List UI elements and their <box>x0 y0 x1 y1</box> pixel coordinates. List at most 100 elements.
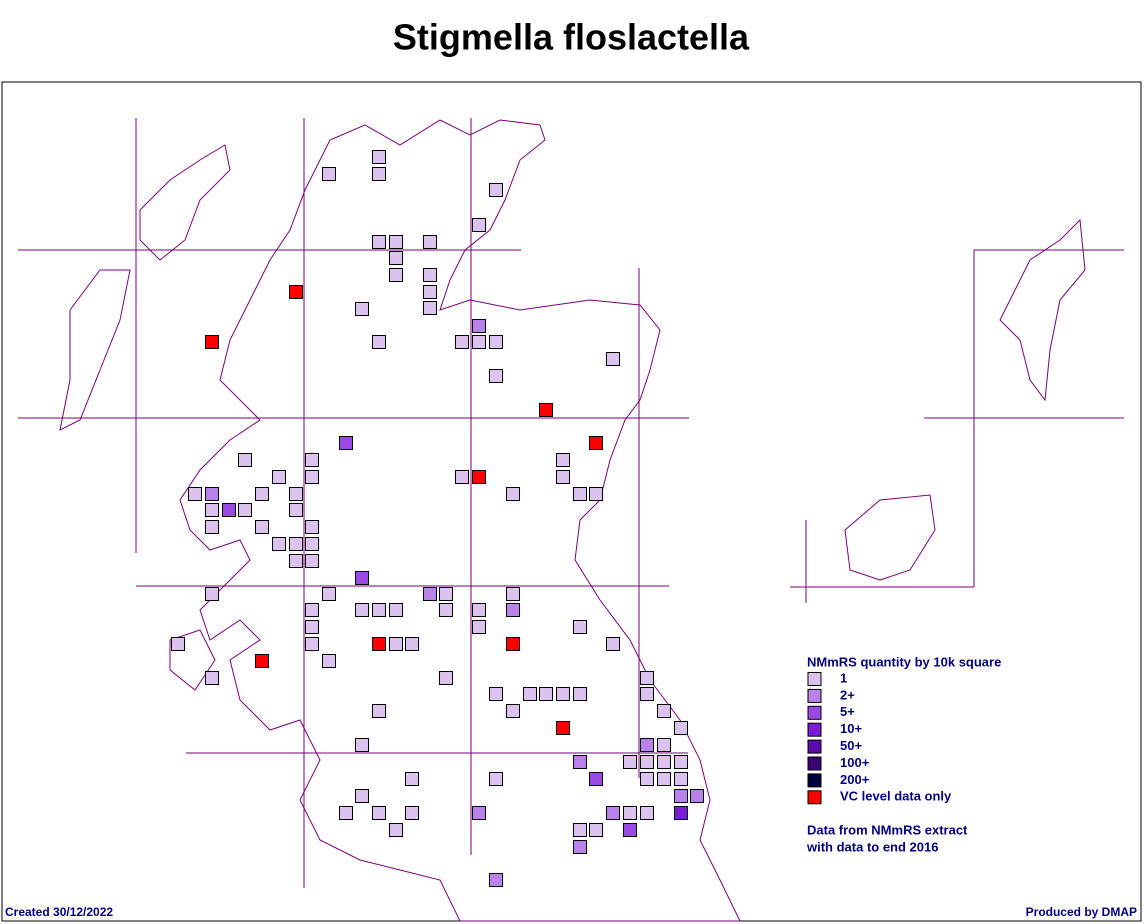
record-square <box>188 487 202 501</box>
record-square <box>405 806 419 820</box>
record-square <box>205 671 219 685</box>
record-square <box>606 806 620 820</box>
record-square <box>657 704 671 718</box>
record-square <box>339 806 353 820</box>
record-square <box>640 772 654 786</box>
record-square <box>455 470 469 484</box>
record-square <box>372 603 386 617</box>
record-square <box>222 503 236 517</box>
record-square <box>640 738 654 752</box>
record-square <box>640 806 654 820</box>
map-frame <box>1 81 1142 922</box>
record-square <box>389 823 403 837</box>
legend-label: 1 <box>840 670 847 685</box>
note: Data from NMmRS extract <box>807 822 968 837</box>
record-square <box>439 603 453 617</box>
record-square <box>523 687 537 701</box>
record-square <box>657 738 671 752</box>
record-square <box>556 470 570 484</box>
legend-label: 100+ <box>840 755 870 770</box>
record-square <box>623 806 637 820</box>
legend-swatch <box>807 756 822 771</box>
record-square <box>372 335 386 349</box>
producer: Produced by DMAP <box>1026 905 1137 919</box>
record-square <box>205 335 219 349</box>
record-square <box>238 503 252 517</box>
record-square <box>305 637 319 651</box>
record-square <box>272 470 286 484</box>
legend-label: 5+ <box>840 704 855 719</box>
record-square <box>573 823 587 837</box>
record-square <box>372 167 386 181</box>
record-square <box>389 235 403 249</box>
record-square <box>238 453 252 467</box>
record-square <box>305 603 319 617</box>
grid-lines <box>18 118 1124 888</box>
record-square <box>439 671 453 685</box>
record-square <box>472 603 486 617</box>
record-square <box>389 268 403 282</box>
record-square <box>423 285 437 299</box>
record-square <box>640 687 654 701</box>
record-square <box>606 637 620 651</box>
record-square <box>423 268 437 282</box>
record-square <box>423 587 437 601</box>
record-square <box>389 637 403 651</box>
record-square <box>305 470 319 484</box>
record-square <box>657 772 671 786</box>
legend: NMmRS quantity by 10k square 1 2+ 5+ 10+ 50+… <box>807 654 1001 805</box>
legend-label: VC level data only <box>840 789 952 804</box>
record-square <box>506 637 520 651</box>
record-square <box>589 487 603 501</box>
record-square <box>272 537 286 551</box>
record-square <box>589 823 603 837</box>
record-square <box>674 755 688 769</box>
record-square <box>556 721 570 735</box>
record-square <box>573 487 587 501</box>
record-square <box>289 554 303 568</box>
legend-label: 10+ <box>840 721 862 736</box>
record-square <box>289 537 303 551</box>
record-square <box>472 470 486 484</box>
record-square <box>305 554 319 568</box>
record-square <box>539 687 553 701</box>
record-square <box>372 150 386 164</box>
record-square <box>389 251 403 265</box>
record-square <box>573 687 587 701</box>
record-square <box>489 687 503 701</box>
record-square <box>623 823 637 837</box>
record-square <box>489 183 503 197</box>
record-square <box>322 654 336 668</box>
record-square <box>289 487 303 501</box>
record-square <box>589 436 603 450</box>
record-square <box>573 620 587 634</box>
record-square <box>539 403 553 417</box>
record-square <box>506 704 520 718</box>
record-square <box>489 772 503 786</box>
record-square <box>355 738 369 752</box>
created-date: Created 30/12/2022 <box>5 905 113 919</box>
record-square <box>472 319 486 333</box>
record-square <box>305 620 319 634</box>
record-square <box>205 487 219 501</box>
record-square <box>389 603 403 617</box>
record-square <box>506 603 520 617</box>
record-square <box>674 772 688 786</box>
record-square <box>423 301 437 315</box>
record-square <box>506 487 520 501</box>
record-square <box>674 789 688 803</box>
record-square <box>606 352 620 366</box>
record-square <box>423 235 437 249</box>
legend-swatch <box>807 722 822 737</box>
coastline <box>59 119 1086 922</box>
record-square <box>472 335 486 349</box>
record-square <box>674 721 688 735</box>
record-square <box>657 755 671 769</box>
record-square <box>472 218 486 232</box>
record-square <box>355 789 369 803</box>
legend-swatch <box>807 705 822 720</box>
record-square <box>372 235 386 249</box>
record-squares <box>171 150 704 887</box>
record-square <box>489 873 503 887</box>
record-square <box>205 587 219 601</box>
